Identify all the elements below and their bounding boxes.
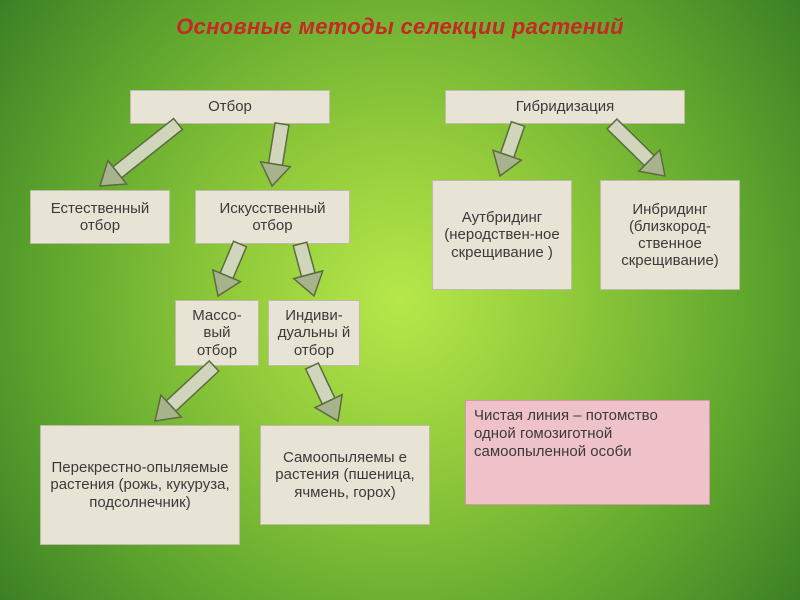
node-artificial-selection: Искусственный отбор <box>195 190 350 244</box>
callout-pure-line: Чистая линия – потомство одной гомозигот… <box>465 400 710 505</box>
node-mass-selection: Массо-вый отбор <box>175 300 259 366</box>
node-hybridization: Гибридизация <box>445 90 685 124</box>
node-inbreeding: Инбридинг (близкород-ственное скрещивани… <box>600 180 740 290</box>
node-selection: Отбор <box>130 90 330 124</box>
node-individual-selection: Индиви-дуальны й отбор <box>268 300 360 366</box>
node-natural-selection: Естественный отбор <box>30 190 170 244</box>
diagram-title: Основные методы селекции растений <box>0 14 800 40</box>
node-outbreeding: Аутбридинг (неродствен-ное скрещивание ) <box>432 180 572 290</box>
node-cross-pollinated: Перекрестно-опыляемые растения (рожь, ку… <box>40 425 240 545</box>
node-self-pollinated: Самоопыляемы е растения (пшеница, ячмень… <box>260 425 430 525</box>
